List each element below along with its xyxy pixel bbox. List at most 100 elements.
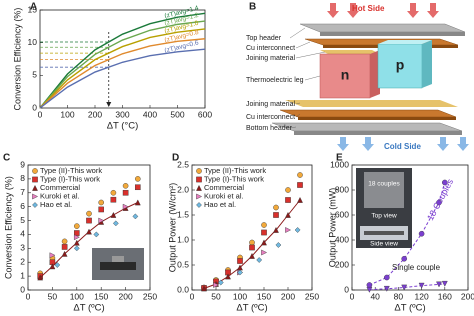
data-point <box>201 285 207 292</box>
x-tick-label: 160 <box>438 291 452 301</box>
x-tick-label: 500 <box>170 109 184 119</box>
x-tick-label: 50 <box>211 291 221 301</box>
module-diagram <box>271 3 469 151</box>
data-point <box>37 274 44 281</box>
x-tick-label: 400 <box>143 109 157 119</box>
n-leg-label: n <box>341 67 350 83</box>
data-point <box>49 263 56 270</box>
y-tick-label: 2 <box>20 256 25 266</box>
data-point <box>418 230 425 237</box>
panel-label: D <box>172 153 179 164</box>
data-point <box>273 226 279 233</box>
data-point <box>122 189 129 196</box>
plot-frame <box>27 164 151 291</box>
x-tick-label: 200 <box>461 291 474 301</box>
x-tick-label: 0 <box>190 291 195 301</box>
x-tick-label: 50 <box>48 291 58 301</box>
data-point <box>273 204 279 211</box>
series-line <box>369 182 446 286</box>
legend-entry: Type (II)-This work <box>204 166 266 175</box>
data-point <box>110 211 117 218</box>
data-point <box>237 269 243 276</box>
data-point <box>61 250 68 257</box>
data-point <box>297 182 303 188</box>
legend-marker <box>32 202 38 208</box>
data-point <box>122 183 129 189</box>
data-point <box>273 212 279 218</box>
data-point <box>285 211 291 218</box>
series-line <box>369 283 445 291</box>
cold-side-label: Cold Side <box>384 142 421 151</box>
data-point <box>134 199 141 206</box>
y-tick-label: 7 <box>20 187 25 197</box>
y-tick-label: 0.0 <box>177 284 189 294</box>
y-tick-label: 1000 <box>330 159 349 169</box>
data-point <box>261 239 267 246</box>
legend-marker <box>32 193 39 200</box>
plot-frame <box>191 164 313 291</box>
reference-arrow <box>106 102 112 107</box>
legend-entry: Type (II)-This work <box>40 166 102 175</box>
data-point <box>61 238 68 245</box>
data-point <box>225 273 231 280</box>
legend-marker <box>196 176 202 183</box>
legend-entry: Kuroki et al. <box>204 191 244 200</box>
legend-marker <box>196 202 202 208</box>
data-point <box>249 239 255 246</box>
data-point <box>401 255 408 262</box>
legend-marker <box>196 168 202 174</box>
data-point <box>61 244 68 250</box>
x-tick-label: 120 <box>415 291 429 301</box>
data-point <box>112 220 119 227</box>
x-tick-label: 200 <box>119 291 133 301</box>
x-tick-label: 250 <box>305 291 319 301</box>
x-tick-label: 40 <box>370 291 380 301</box>
y-tick-label: 2.5 <box>177 159 189 169</box>
y-axis-label: Output Power (W/cm²) <box>167 183 177 273</box>
annotation: Single couple <box>392 263 441 272</box>
heat-arrows <box>327 3 439 18</box>
data-point <box>383 274 390 281</box>
y-tick-label: 0 <box>32 102 37 112</box>
x-axis-label: ΔT (ºC) <box>73 303 104 314</box>
data-point <box>249 244 255 251</box>
leader-lines <box>289 27 326 129</box>
x-tick-label: 100 <box>60 109 74 119</box>
y-tick-label: 5 <box>32 70 37 80</box>
y-tick-label: 8 <box>20 173 25 183</box>
legend-marker <box>32 168 38 174</box>
y-tick-label: 0 <box>20 284 25 294</box>
x-tick-label: 80 <box>394 291 404 301</box>
x-tick-label: 150 <box>94 291 108 301</box>
layer-label: Thermoelectric leg <box>246 77 304 84</box>
y-tick-label: 9 <box>20 159 25 169</box>
layer-label: Cu interconnect <box>246 45 295 52</box>
legend-marker <box>196 193 203 200</box>
x-axis-label: ΔT (°C) <box>107 121 139 132</box>
y-tick-label: 0 <box>344 284 349 294</box>
plot-frame <box>351 164 469 291</box>
data-point <box>73 234 80 241</box>
layer-label: Joining material <box>246 55 295 62</box>
data-point <box>294 227 301 233</box>
y-tick-label: 1 <box>20 270 25 280</box>
cold-arrows <box>337 137 469 151</box>
photo-inset <box>356 168 412 248</box>
layer-label: Joining material <box>246 101 295 108</box>
data-point <box>132 213 139 220</box>
data-point <box>110 196 117 203</box>
annotation: Top view <box>371 213 397 220</box>
x-tick-label: 600 <box>198 109 212 119</box>
data-point <box>285 187 291 193</box>
data-point <box>261 222 267 228</box>
x-tick-label: 200 <box>88 109 102 119</box>
data-point <box>256 257 263 263</box>
data-point <box>74 223 80 229</box>
data-point <box>441 179 448 186</box>
data-point <box>441 280 448 287</box>
data-point <box>285 197 291 203</box>
y-tick-label: 1.5 <box>177 209 189 219</box>
y-tick-label: 3 <box>20 243 25 253</box>
legend-entry: Type (I)-This work <box>204 174 264 183</box>
data-point <box>93 231 100 238</box>
